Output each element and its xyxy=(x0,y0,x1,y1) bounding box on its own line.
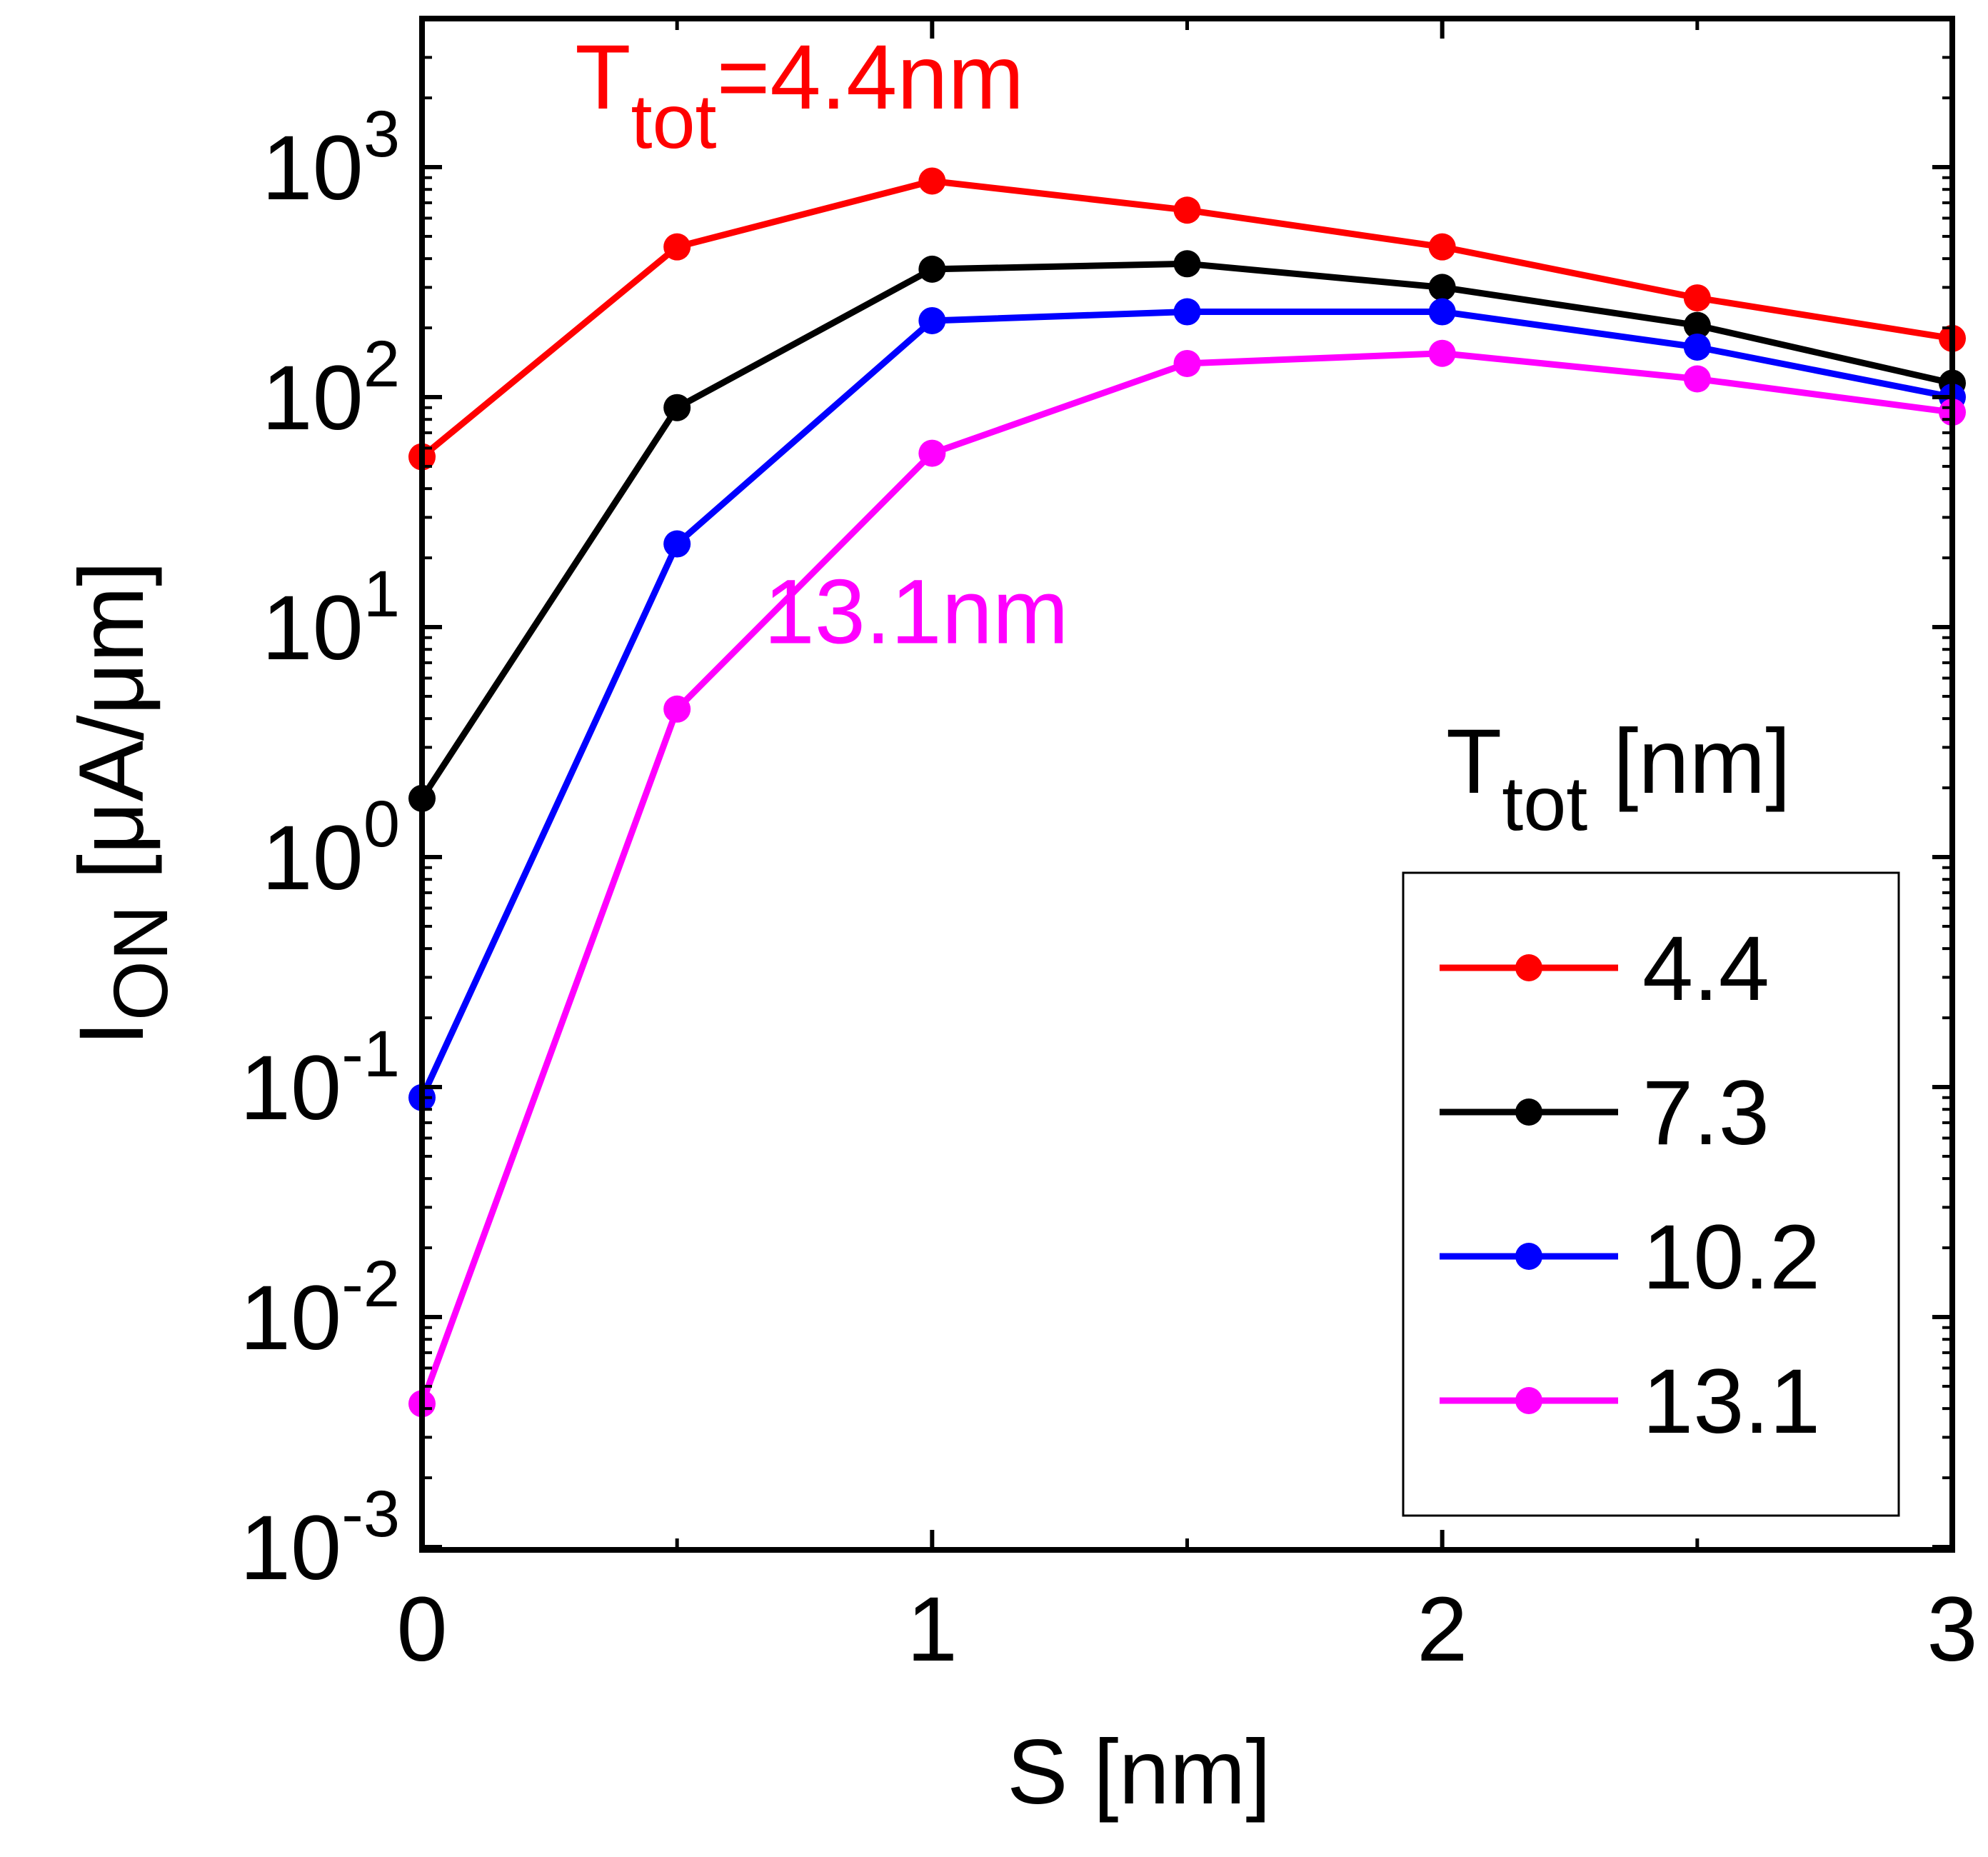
y-tick-label-base: 10 xyxy=(261,347,363,449)
y-tick-label-base: 10 xyxy=(240,1037,341,1139)
y-tick-label-base: 10 xyxy=(240,1497,341,1599)
x-tick-labels: 0 1 2 3 xyxy=(396,1578,1977,1681)
y-tick-label-base: 10 xyxy=(261,807,363,909)
data-point-7.3-4 xyxy=(1428,274,1456,301)
annotation-top-main: T xyxy=(575,26,631,129)
x-tick-label: 3 xyxy=(1927,1578,1977,1681)
legend-title: Ttot [nm] xyxy=(1446,711,1791,846)
legend-marker-7.3 xyxy=(1515,1098,1542,1126)
y-tick-label-base: 10 xyxy=(240,1267,341,1369)
data-point-7.3-5 xyxy=(1683,311,1711,339)
data-point-13.1-3 xyxy=(1173,349,1201,377)
data-point-7.3-1 xyxy=(663,394,691,421)
y-tick-label-exp: 0 xyxy=(363,788,400,861)
legend-box xyxy=(1402,871,1900,1517)
annotation-top-sub: tot xyxy=(631,78,716,164)
data-point-4.4-5 xyxy=(1683,284,1711,312)
data-point-10.2-1 xyxy=(663,530,691,558)
data-point-13.1-4 xyxy=(1428,339,1456,367)
data-point-13.1-5 xyxy=(1683,365,1711,393)
data-point-10.2-2 xyxy=(918,306,946,334)
annotation-mid: 13.1nm xyxy=(764,561,1069,664)
annotation-mid-main: 13.1nm xyxy=(764,561,1069,664)
y-tick-label: 10-1 xyxy=(240,1018,400,1139)
y-tick-label: 103 xyxy=(261,98,400,219)
y-tick-label: 102 xyxy=(261,328,400,449)
data-point-13.1-2 xyxy=(918,439,946,467)
y-tick-label-exp: 2 xyxy=(363,328,400,401)
data-point-13.1-1 xyxy=(663,695,691,723)
data-point-4.4-1 xyxy=(663,233,691,261)
y-tick-label: 101 xyxy=(261,558,400,679)
legend-entries: 4.4 7.3 10.2 13.1 xyxy=(1440,918,1820,1453)
legend-label-4.4: 4.4 xyxy=(1642,918,1769,1020)
data-point-4.4-2 xyxy=(918,167,946,195)
y-tick-label-exp: 1 xyxy=(363,558,400,631)
data-point-4.4-4 xyxy=(1428,233,1456,261)
y-tick-label-exp: -2 xyxy=(341,1248,400,1321)
svg-text:ION [μA/μm]: ION [μA/μm] xyxy=(61,561,184,1046)
y-axis-label-sub: ON xyxy=(97,905,184,1021)
x-tick-label: 1 xyxy=(907,1578,958,1681)
data-point-10.2-3 xyxy=(1173,298,1201,326)
y-tick-label-base: 10 xyxy=(261,117,363,219)
legend-title-unit: [nm] xyxy=(1587,711,1791,813)
y-tick-label-exp: -3 xyxy=(341,1478,400,1551)
annotation-top-rest: =4.4nm xyxy=(717,26,1025,129)
y-axis-label: ION [μA/μm] xyxy=(61,561,184,1046)
legend-marker-4.4 xyxy=(1515,954,1542,981)
y-tick-label: 10-2 xyxy=(240,1248,400,1369)
x-tick-label: 2 xyxy=(1417,1578,1467,1681)
x-tick-label: 0 xyxy=(396,1578,447,1681)
y-tick-label: 100 xyxy=(261,788,400,909)
legend-label-10.2: 10.2 xyxy=(1642,1206,1820,1308)
data-point-10.2-5 xyxy=(1683,333,1711,361)
legend-marker-13.1 xyxy=(1515,1387,1542,1414)
legend-title-sub: tot xyxy=(1502,760,1587,846)
legend-label-7.3: 7.3 xyxy=(1642,1062,1769,1164)
annotation-top: Ttot=4.4nm xyxy=(575,26,1024,164)
data-point-7.3-2 xyxy=(918,255,946,283)
legend-title-main: T xyxy=(1446,711,1502,813)
y-axis-label-unit: [μA/μm] xyxy=(61,561,163,905)
y-tick-label-exp: 3 xyxy=(363,98,400,171)
data-point-4.4-3 xyxy=(1173,196,1201,224)
tick-layer xyxy=(420,19,1954,1550)
legend-marker-10.2 xyxy=(1515,1243,1542,1270)
legend-label-13.1: 13.1 xyxy=(1642,1351,1820,1453)
y-tick-label-exp: -1 xyxy=(341,1018,400,1091)
y-tick-label-base: 10 xyxy=(261,577,363,679)
data-point-7.3-3 xyxy=(1173,250,1201,278)
y-tick-label: 10-3 xyxy=(240,1478,400,1599)
data-point-10.2-4 xyxy=(1428,298,1456,326)
y-axis-label-main: I xyxy=(61,1021,163,1046)
x-axis-label: S [nm] xyxy=(1007,1721,1271,1823)
